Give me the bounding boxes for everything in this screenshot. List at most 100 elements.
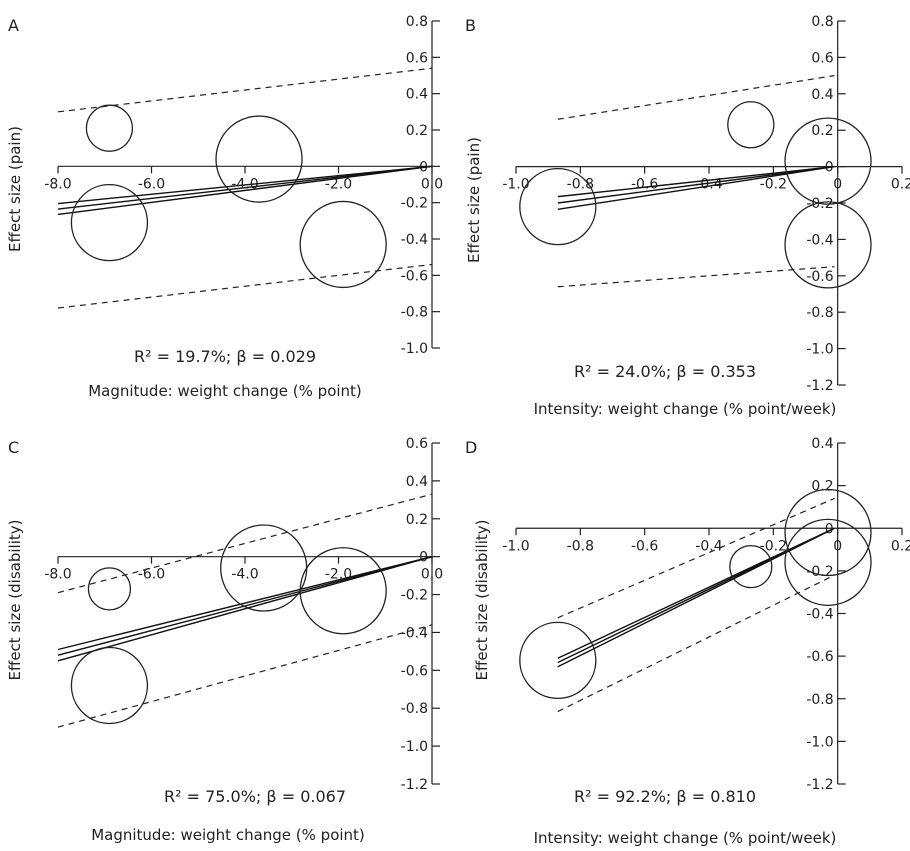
panel-a: A -8.0-6.0-4.0-2.00.0-1.0-0.8-0.6-0.4-0.… xyxy=(6,14,443,400)
panel-letter: B xyxy=(465,16,476,35)
regression-bound-line xyxy=(57,555,433,662)
y-tick-label: -0.4 xyxy=(806,607,833,623)
ci-band-line xyxy=(57,67,433,113)
stats-annotation: R² = 75.0%; β = 0.067 xyxy=(164,787,346,806)
y-tick-label: -0.2 xyxy=(401,588,428,604)
study-point xyxy=(784,518,872,606)
y-tick-label: 0.6 xyxy=(406,50,428,66)
x-tick-label: -6.0 xyxy=(138,176,165,192)
stats-annotation: R² = 24.0%; β = 0.353 xyxy=(574,362,756,381)
y-tick-label: -0.6 xyxy=(806,649,833,665)
ci-band-line xyxy=(557,574,835,713)
y-tick-label: -1.0 xyxy=(806,734,833,750)
study-point xyxy=(784,117,872,205)
plot-area: -8.0 -6.0 -4.0 -2.0 0.0-1.2-1.0-0.8-0.6-0.4-… xyxy=(44,436,443,793)
y-tick-label: 0.4 xyxy=(811,436,833,452)
stats-annotation: R² = 19.7%; β = 0.029 xyxy=(134,347,316,366)
panel-d: D -1.0 -0.8 -0.6 -0.4 -0.2 0 0.2 -1.2 -1.0 -0.8 -0… xyxy=(465,436,910,847)
y-tick-label: -0.4 xyxy=(806,232,833,248)
study-point xyxy=(519,167,597,246)
regression-line xyxy=(57,165,433,210)
y-tick-label: 0.2 xyxy=(811,123,833,139)
regression-line xyxy=(557,165,835,204)
panel-c: C -8.0 -6.0 -4.0 -2.0 0.0-1.2-1.0-0.8-0.6-0.… xyxy=(6,436,443,844)
y-tick-label: -0.8 xyxy=(806,692,833,708)
y-tick-label: 0.4 xyxy=(406,87,428,103)
x-tick-label: 0.2 xyxy=(891,538,910,554)
study-point xyxy=(727,101,775,149)
y-tick-label: -0.6 xyxy=(401,663,428,679)
plot-area: -1.0 -0.8 -0.6 -0.4 -0.2 0 0.2 -1.2 -1.0 -0.8 -0.6… xyxy=(502,436,910,793)
y-tick-label: -0.6 xyxy=(401,268,428,284)
y-tick-label: -0.6 xyxy=(806,269,833,285)
x-tick-label: -0.4 xyxy=(695,538,722,554)
study-point xyxy=(784,201,872,289)
y-tick-label: -1.2 xyxy=(806,378,833,394)
study-point xyxy=(87,567,132,611)
y-tick-label: 0.8 xyxy=(406,14,428,30)
x-tick-label: -1.0 xyxy=(502,538,529,554)
panel-letter: C xyxy=(8,438,19,457)
study-point xyxy=(299,200,387,289)
x-tick-label: -0.6 xyxy=(631,538,658,554)
x-tick-label: 0.2 xyxy=(891,177,910,193)
regression-bound-line xyxy=(57,165,433,205)
stats-annotation: R² = 92.2%; β = 0.810 xyxy=(574,787,756,806)
x-tick-label: -0.2 xyxy=(760,177,787,193)
x-axis-label: Magnitude: weight change (% point) xyxy=(91,826,365,844)
ci-band-line xyxy=(57,624,433,728)
y-tick-label: -0.4 xyxy=(401,625,428,641)
y-tick-label: -0.8 xyxy=(401,305,428,321)
study-point xyxy=(215,115,303,203)
panel-letter: D xyxy=(465,438,477,457)
y-tick-label: -0.8 xyxy=(401,701,428,717)
study-point xyxy=(784,488,872,577)
y-tick-label: 0 xyxy=(419,550,428,566)
x-tick-label: -8.0 xyxy=(44,176,71,192)
y-tick-label: 0.8 xyxy=(811,14,833,30)
y-tick-label: 0.4 xyxy=(811,87,833,103)
regression-bound-line xyxy=(557,165,835,211)
x-tick-label: -2.0 xyxy=(325,176,352,192)
y-tick-label: -1.0 xyxy=(401,341,428,357)
panel-letter: A xyxy=(8,16,19,35)
study-point xyxy=(519,621,597,700)
x-axis-label: Intensity: weight change (% point/week) xyxy=(534,829,837,847)
x-axis-label: Magnitude: weight change (% point) xyxy=(88,382,362,400)
x-tick-label: 0.0 xyxy=(421,176,443,192)
ci-band-line xyxy=(557,266,835,288)
x-tick-label: -6.0 xyxy=(138,567,165,583)
y-tick-label: -1.2 xyxy=(401,777,428,793)
x-tick-label: -8.0 xyxy=(44,567,71,583)
x-tick-label: -0.8 xyxy=(567,538,594,554)
y-tick-label: 0.4 xyxy=(406,474,428,490)
study-point xyxy=(85,104,134,152)
y-tick-label: -0.2 xyxy=(401,196,428,212)
y-tick-label: 0.6 xyxy=(811,50,833,66)
ci-band-line xyxy=(57,493,433,594)
regression-line xyxy=(57,555,433,656)
y-axis-label: Effect size (disability) xyxy=(473,520,491,681)
x-tick-label: -4.0 xyxy=(231,567,258,583)
y-axis-label: Effect size (disability) xyxy=(6,520,24,681)
regression-bound-line xyxy=(57,555,433,651)
y-axis-label: Effect size (pain) xyxy=(6,126,24,252)
x-tick-label: -0.2 xyxy=(760,538,787,554)
x-axis-label: Intensity: weight change (% point/week) xyxy=(534,400,837,418)
ci-band-line xyxy=(557,75,835,120)
y-tick-label: -0.4 xyxy=(401,232,428,248)
y-tick-label: -1.0 xyxy=(806,342,833,358)
x-tick-label: 0 xyxy=(833,177,842,193)
y-axis-label: Effect size (pain) xyxy=(465,137,483,263)
study-point xyxy=(70,183,149,262)
panel-b: B -1.0 -0.8 -0.6 -0.4 -0.2 0 0.2-1.2-1.0-0.8-0… xyxy=(465,14,910,418)
y-tick-label: 0.2 xyxy=(406,512,428,528)
y-tick-label: -1.2 xyxy=(806,777,833,793)
x-tick-label: 0 xyxy=(833,538,842,554)
y-tick-label: 0 xyxy=(825,521,834,537)
study-point xyxy=(70,646,149,725)
y-tick-label: -1.0 xyxy=(401,739,428,755)
y-tick-label: 0.2 xyxy=(406,123,428,139)
y-tick-label: 0.6 xyxy=(406,436,428,452)
